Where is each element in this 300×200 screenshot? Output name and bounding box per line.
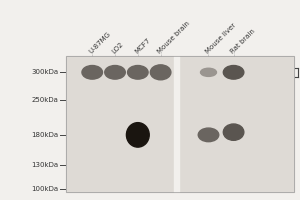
Text: 300kDa: 300kDa <box>32 69 58 75</box>
Bar <box>66 56 294 192</box>
Ellipse shape <box>150 65 171 80</box>
Bar <box>174 56 179 192</box>
Text: 250kDa: 250kDa <box>32 97 58 103</box>
Text: 130kDa: 130kDa <box>32 162 58 168</box>
Ellipse shape <box>105 66 125 79</box>
Ellipse shape <box>126 123 149 147</box>
Ellipse shape <box>223 66 244 79</box>
Bar <box>66 56 294 192</box>
Text: Rat brain: Rat brain <box>229 28 256 55</box>
Text: U-87MG: U-87MG <box>88 31 112 55</box>
Text: LO2: LO2 <box>111 41 124 55</box>
Ellipse shape <box>82 66 103 79</box>
Text: 180kDa: 180kDa <box>32 132 58 138</box>
Text: MCF7: MCF7 <box>134 37 152 55</box>
Text: Mouse liver: Mouse liver <box>204 22 237 55</box>
Text: 100kDa: 100kDa <box>32 186 58 192</box>
Text: Mouse brain: Mouse brain <box>156 20 191 55</box>
Ellipse shape <box>200 68 217 76</box>
Ellipse shape <box>128 66 148 79</box>
Ellipse shape <box>223 124 244 140</box>
Ellipse shape <box>198 128 219 142</box>
